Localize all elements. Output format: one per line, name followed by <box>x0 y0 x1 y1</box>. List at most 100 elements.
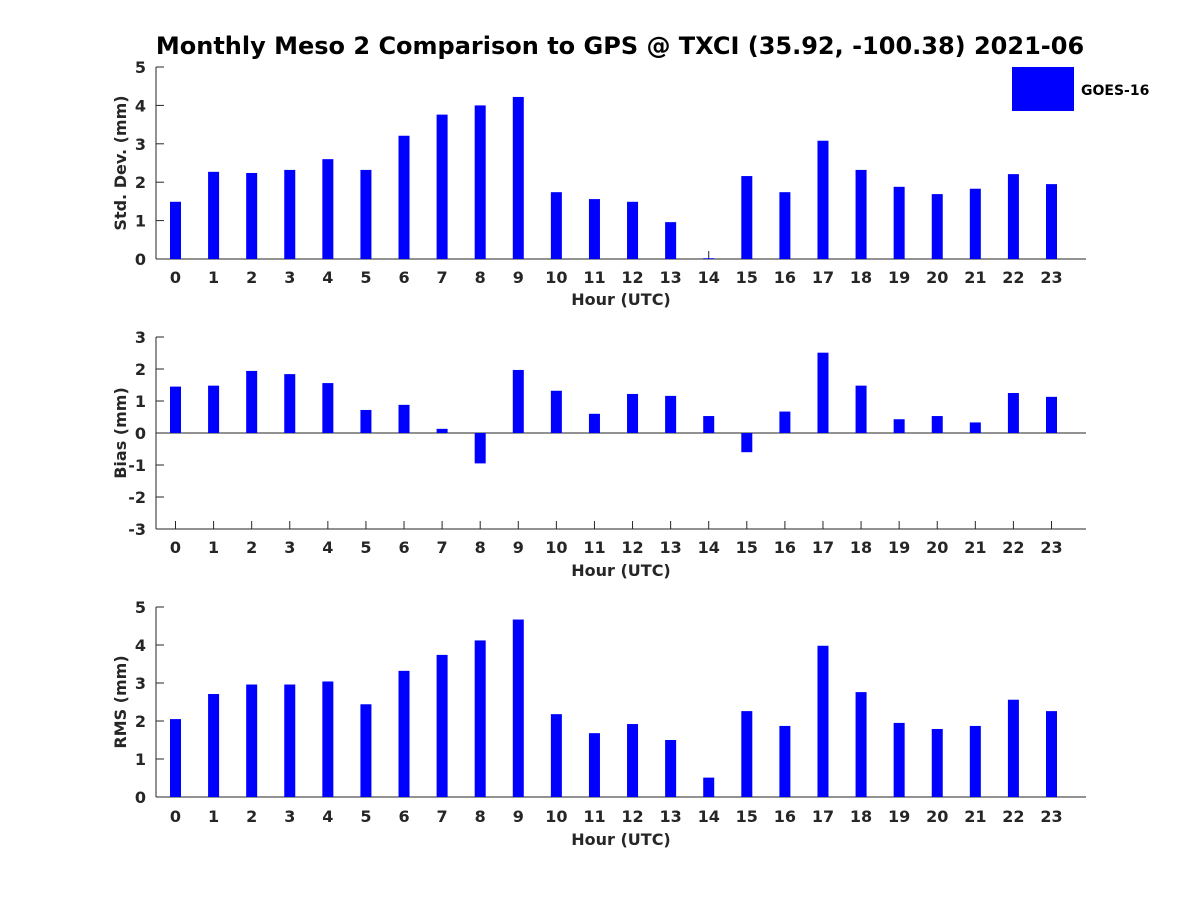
bar-hour-6 <box>398 670 410 797</box>
y-tick-label: 0 <box>135 250 146 269</box>
legend: GOES-16 <box>1012 67 1149 111</box>
bar-hour-3 <box>284 684 296 797</box>
bar-hour-12 <box>627 201 639 259</box>
bar-hour-13 <box>665 395 677 433</box>
bar-hour-17 <box>817 140 829 259</box>
bar-hour-5 <box>360 409 372 433</box>
bar-hour-19 <box>893 186 905 259</box>
x-tick-label: 6 <box>398 807 409 826</box>
bar-hour-14 <box>703 258 715 259</box>
x-tick-label: 10 <box>545 807 567 826</box>
bar-hour-2 <box>246 684 258 797</box>
x-tick-label: 17 <box>812 538 834 557</box>
x-tick-label: 18 <box>850 538 872 557</box>
bar-hour-8 <box>474 640 486 797</box>
x-tick-label: 18 <box>850 268 872 287</box>
bar-hour-13 <box>665 222 677 259</box>
chart-title: Monthly Meso 2 Comparison to GPS @ TXCI … <box>156 32 1084 60</box>
legend-label: GOES-16 <box>1081 83 1149 99</box>
x-tick-label: 19 <box>888 807 910 826</box>
bar-hour-16 <box>779 192 791 259</box>
legend-swatch <box>1012 67 1074 111</box>
y-axis-label: Std. Dev. (mm) <box>111 95 130 230</box>
bar-hour-16 <box>779 725 791 797</box>
x-tick-label: 2 <box>246 807 257 826</box>
bar-hour-1 <box>208 171 220 259</box>
x-tick-label: 6 <box>398 268 409 287</box>
x-tick-label: 5 <box>360 268 371 287</box>
x-tick-label: 7 <box>437 538 448 557</box>
bar-hour-21 <box>969 188 981 259</box>
x-tick-label: 8 <box>475 538 486 557</box>
bar-hour-9 <box>512 369 524 433</box>
bar-hour-15 <box>741 433 753 453</box>
bar-hour-4 <box>322 383 334 433</box>
x-tick-label: 4 <box>322 538 333 557</box>
x-tick-label: 4 <box>322 268 333 287</box>
x-tick-label: 23 <box>1040 268 1062 287</box>
bar-hour-18 <box>855 385 867 433</box>
x-axis-label: Hour (UTC) <box>571 830 671 849</box>
y-tick-label: 4 <box>135 96 146 115</box>
bar-hour-23 <box>1046 184 1057 259</box>
x-tick-label: 17 <box>812 268 834 287</box>
y-tick-label: 1 <box>135 750 146 769</box>
x-tick-label: 14 <box>698 807 720 826</box>
x-tick-label: 3 <box>284 538 295 557</box>
x-tick-label: 11 <box>583 538 605 557</box>
y-tick-label: 5 <box>135 58 146 77</box>
bar-hour-21 <box>969 422 981 433</box>
x-tick-label: 3 <box>284 807 295 826</box>
y-tick-label: 0 <box>135 424 146 443</box>
y-axis-label: Bias (mm) <box>111 387 130 479</box>
bar-hour-2 <box>246 370 258 433</box>
y-tick-label: 5 <box>135 598 146 617</box>
x-tick-label: 14 <box>698 538 720 557</box>
bar-hour-5 <box>360 704 372 797</box>
y-tick-label: 3 <box>135 135 146 154</box>
x-tick-label: 1 <box>208 268 219 287</box>
x-tick-label: 21 <box>964 538 986 557</box>
x-tick-label: 5 <box>360 538 371 557</box>
x-tick-label: 9 <box>513 807 524 826</box>
x-tick-label: 9 <box>513 268 524 287</box>
x-tick-label: 9 <box>513 538 524 557</box>
bar-hour-4 <box>322 681 334 797</box>
x-tick-label: 12 <box>621 807 643 826</box>
y-tick-label: 3 <box>135 328 146 347</box>
x-tick-label: 21 <box>964 268 986 287</box>
x-tick-label: 2 <box>246 268 257 287</box>
x-tick-label: 1 <box>208 807 219 826</box>
y-tick-label: -1 <box>128 456 146 475</box>
x-tick-label: 11 <box>583 268 605 287</box>
bar-hour-22 <box>1007 393 1019 433</box>
x-tick-label: 6 <box>398 538 409 557</box>
x-tick-label: 16 <box>774 538 796 557</box>
bar-hour-13 <box>665 740 677 797</box>
bar-hour-20 <box>931 728 943 797</box>
bar-hour-0 <box>170 719 181 797</box>
bar-hour-22 <box>1007 699 1019 797</box>
bar-hour-18 <box>855 692 867 797</box>
x-tick-label: 5 <box>360 807 371 826</box>
bar-hour-12 <box>627 393 639 433</box>
x-tick-label: 1 <box>208 538 219 557</box>
x-tick-label: 12 <box>621 538 643 557</box>
x-axis-label: Hour (UTC) <box>571 561 671 580</box>
x-tick-label: 19 <box>888 538 910 557</box>
x-tick-label: 13 <box>659 538 681 557</box>
bar-hour-11 <box>588 413 600 433</box>
y-tick-label: 2 <box>135 173 146 192</box>
bar-hour-9 <box>512 96 524 260</box>
bar-hour-17 <box>817 352 829 433</box>
y-tick-label: -3 <box>128 520 146 539</box>
bar-hour-4 <box>322 159 334 259</box>
x-tick-label: 8 <box>475 807 486 826</box>
x-tick-label: 21 <box>964 807 986 826</box>
bar-hour-9 <box>512 619 524 797</box>
x-tick-label: 13 <box>659 268 681 287</box>
bar-hour-14 <box>703 777 715 797</box>
